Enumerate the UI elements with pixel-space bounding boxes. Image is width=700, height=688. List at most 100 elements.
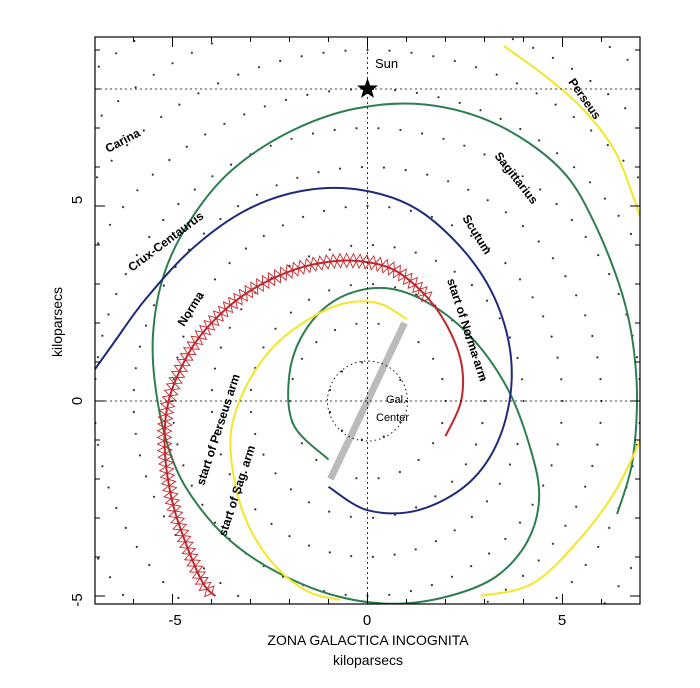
grid-dot (289, 488, 292, 491)
grid-dot (240, 491, 243, 494)
grid-dot (217, 82, 220, 85)
grid-dot (393, 89, 397, 92)
grid-dot (219, 346, 222, 349)
grid-dot (372, 516, 375, 520)
grid-dot (636, 176, 640, 179)
grid-dot (481, 422, 484, 425)
grid-dot (426, 173, 429, 176)
norma-diamond (203, 319, 216, 331)
grid-dot (263, 105, 266, 108)
grid-dot (608, 45, 611, 49)
x-tick-label-5: 5 (558, 612, 566, 629)
grid-dot (349, 284, 352, 287)
grid-dot (399, 128, 402, 132)
grid-dot (570, 67, 574, 70)
grid-dot (551, 542, 555, 545)
grid-dot (360, 361, 363, 364)
grid-dot (328, 248, 331, 251)
grid-dot (555, 596, 558, 600)
grid-dot (542, 315, 545, 318)
grid-dot (311, 132, 314, 135)
arm-scutum-crux-centaurus (95, 186, 513, 515)
grid-dot (135, 254, 138, 257)
grid-dot (291, 377, 294, 381)
grid-dot (254, 508, 257, 511)
grid-dot (115, 506, 118, 510)
grid-dot (504, 588, 507, 591)
grid-dot (542, 484, 545, 487)
grid-dot (288, 535, 291, 538)
grid-dot (132, 388, 135, 392)
grid-dot (107, 486, 110, 489)
grid-dot (182, 335, 185, 338)
norma-diamond (179, 353, 194, 361)
grid-dot (488, 552, 491, 555)
grid-dot (349, 515, 352, 518)
grid-dot (237, 205, 240, 208)
grid-dot (115, 292, 118, 296)
grid-dot (470, 565, 473, 568)
grid-dot (483, 153, 486, 156)
grid-dot (228, 473, 231, 476)
grid-dot (437, 96, 440, 99)
grid-dot (284, 98, 287, 101)
norma-diamond (262, 274, 270, 290)
grid-dot (441, 377, 444, 381)
grid-dot (382, 166, 385, 169)
grid-dot (152, 304, 156, 307)
grid-dot (511, 38, 514, 41)
grid-dot (556, 356, 559, 359)
grid-dot (415, 506, 418, 509)
grid-dot (377, 477, 380, 480)
grid-dot (622, 159, 625, 162)
grid-dot (596, 356, 599, 359)
grid-dot (108, 223, 112, 226)
grid-dot (315, 341, 318, 344)
norma-diamond (158, 407, 175, 416)
grid-dot (300, 442, 303, 445)
sun-label: Sun (375, 56, 398, 71)
grid-dot (485, 299, 489, 302)
grid-dot (404, 169, 407, 172)
grid-dot (201, 503, 204, 506)
grid-dot (464, 336, 467, 339)
grid-dot (518, 521, 522, 524)
grid-dot (211, 175, 214, 178)
grid-dot (97, 65, 100, 68)
y-tick-label-5: 5 (69, 196, 86, 204)
grid-dot (134, 367, 137, 370)
grid-dot (589, 181, 592, 184)
grid-dot (475, 356, 478, 359)
arm-label-start-norma: start of Norma arm (444, 277, 490, 383)
grid-dot (302, 215, 305, 218)
grid-dot (508, 336, 512, 339)
y-tick-label-neg5: -5 (69, 593, 86, 606)
grid-dot (398, 470, 401, 474)
norma-diamond (183, 553, 199, 561)
grid-dot (350, 244, 353, 247)
grid-dot (467, 188, 470, 191)
norma-diamond-markers (156, 252, 433, 598)
grid-dot (202, 232, 206, 235)
grid-dot (564, 524, 567, 527)
arm-label-carina: Carina (103, 126, 143, 156)
norma-diamond (233, 292, 243, 306)
grid-dot (463, 144, 466, 147)
arm-label-norma: Norma (175, 289, 207, 329)
grid-dot (315, 458, 318, 461)
grid-dot (451, 224, 454, 227)
grid-dot (124, 273, 127, 276)
norma-diamond (156, 439, 173, 448)
grid-dot (599, 378, 602, 381)
grid-dot (177, 203, 180, 206)
grid-dot (589, 79, 592, 83)
grid-dot (596, 443, 599, 446)
grid-dot (300, 357, 303, 360)
grid-dot (516, 442, 519, 446)
x-tick-label-0: 0 (363, 612, 371, 629)
grid-dot (255, 193, 258, 196)
grid-dot (329, 388, 332, 392)
grid-dot (555, 203, 558, 206)
grid-dot (344, 49, 347, 52)
grid-dot (570, 580, 573, 584)
